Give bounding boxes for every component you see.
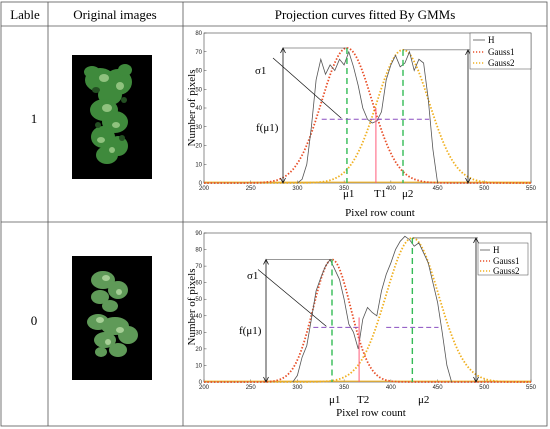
f-mu1-arrow-head-top <box>280 47 286 54</box>
annotation-mu2: μ2 <box>418 394 429 406</box>
y-tick-label: 40 <box>195 314 202 320</box>
annotation-threshold: T1 <box>374 188 386 200</box>
legend-gauss1: Gauss1 <box>493 256 520 266</box>
header-curves: Projection curves fitted By GMMs <box>275 7 456 22</box>
x-axis-label: Pixel row count <box>336 407 406 419</box>
f-mu1-arrow-head-bottom <box>280 177 286 184</box>
x-tick-label: 200 <box>199 186 210 192</box>
annotation-threshold: T2 <box>357 394 369 406</box>
annotation-sigma: σ1 <box>247 270 258 282</box>
y-tick-label: 60 <box>195 281 202 287</box>
chart-legend: H Gauss1 Gauss2 <box>469 32 532 70</box>
y-tick-label: 10 <box>195 363 202 369</box>
y-tick-label: 30 <box>195 125 202 131</box>
y-axis-label: Number of pixels <box>186 269 198 346</box>
y-tick-label: 50 <box>195 87 202 93</box>
gauss2-curve <box>204 48 531 184</box>
legend-gauss1: Gauss1 <box>488 47 515 57</box>
x-tick-label: 400 <box>386 385 397 391</box>
x-tick-label: 200 <box>199 385 210 391</box>
sigma-pointer <box>272 57 342 119</box>
histogram-curve <box>292 235 452 383</box>
x-tick-label: 500 <box>479 385 490 391</box>
original-image-1 <box>72 55 152 179</box>
f-mu2-arrow-head-bottom <box>473 376 479 383</box>
gauss1-curve <box>204 258 531 383</box>
histogram-curve <box>297 50 438 184</box>
y-tick-label: 0 <box>199 181 203 187</box>
row-label-0: 0 <box>31 313 38 328</box>
x-tick-label: 300 <box>292 385 303 391</box>
x-tick-label: 350 <box>339 385 350 391</box>
f-mu1-arrow-head-bottom <box>263 376 269 383</box>
x-tick-label: 350 <box>339 186 350 192</box>
x-tick-label: 550 <box>526 186 537 192</box>
legend-h: H <box>493 245 500 255</box>
x-axis-label: Pixel row count <box>345 207 415 219</box>
f-mu2-arrow-head-top <box>465 48 471 56</box>
gauss2-curve <box>204 237 531 383</box>
plot-frame <box>203 232 532 383</box>
legend-gauss2: Gauss2 <box>493 266 520 276</box>
f-mu2-arrow-head-top <box>473 237 479 244</box>
f-mu2-arrow-head-bottom <box>465 177 471 184</box>
y-tick-label: 50 <box>195 297 202 303</box>
annotation-mu1: μ1 <box>343 188 354 200</box>
y-tick-label: 90 <box>195 231 202 237</box>
y-tick-label: 10 <box>195 162 202 168</box>
x-tick-label: 450 <box>433 186 444 192</box>
legend-gauss2: Gauss2 <box>488 58 515 68</box>
legend-h: H <box>488 35 495 45</box>
annotation-f-mu: f(μ1) <box>256 122 279 134</box>
y-tick-label: 20 <box>195 347 202 353</box>
chart-legend: H Gauss1 Gauss2 <box>477 242 529 276</box>
original-image-0 <box>72 256 152 380</box>
projection-chart-2: 0 10 20 30 40 50 60 70 80 90 200 250 300 350 400 450 50… <box>186 231 537 419</box>
annotation-f-mu: f(μ1) <box>239 325 262 337</box>
y-tick-label: 20 <box>195 144 202 150</box>
header-label: Lable <box>10 7 40 22</box>
y-tick-label: 80 <box>195 31 202 37</box>
x-tick-label: 250 <box>246 385 257 391</box>
annotation-sigma: σ1 <box>255 65 266 77</box>
y-tick-label: 80 <box>195 248 202 254</box>
row-label-1: 1 <box>31 111 38 126</box>
x-tick-label: 500 <box>479 186 490 192</box>
y-tick-label: 0 <box>199 380 203 386</box>
x-tick-label: 300 <box>292 186 303 192</box>
projection-chart-1: 0 10 20 30 40 50 60 70 80 200 250 300 350 400 450 500 5… <box>186 31 537 219</box>
header-images: Original images <box>73 7 156 22</box>
y-tick-label: 30 <box>195 330 202 336</box>
x-tick-label: 450 <box>433 385 444 391</box>
x-tick-label: 250 <box>246 186 257 192</box>
x-tick-label: 400 <box>386 186 397 192</box>
y-tick-label: 70 <box>195 50 202 56</box>
y-tick-label: 70 <box>195 264 202 270</box>
f-mu1-arrow-head-top <box>263 258 269 265</box>
y-tick-label: 60 <box>195 69 202 75</box>
sigma-pointer <box>257 269 327 327</box>
annotation-mu2: μ2 <box>402 188 413 200</box>
y-tick-label: 40 <box>195 106 202 112</box>
x-tick-label: 550 <box>526 385 537 391</box>
annotation-mu1: μ1 <box>329 394 340 406</box>
y-axis-label: Number of pixels <box>186 70 198 147</box>
